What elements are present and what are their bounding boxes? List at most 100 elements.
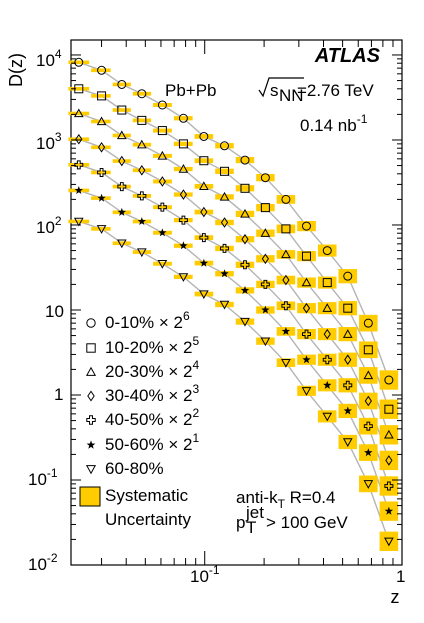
data-point — [240, 183, 250, 193]
data-point — [117, 182, 127, 192]
systematic-band — [132, 193, 152, 198]
systematic-band — [173, 166, 193, 172]
systematic-band — [256, 174, 275, 182]
systematic-band — [235, 318, 255, 325]
legend-item: 60-80% — [85, 459, 164, 478]
data-point — [220, 269, 229, 278]
jet-algorithm-label: anti-kT R=0.4 — [236, 488, 335, 511]
data-point — [199, 290, 209, 300]
systematic-band — [359, 475, 378, 493]
legend-label: 0-10% × 26 — [105, 309, 190, 332]
data-point — [137, 191, 147, 201]
systematic-band — [194, 291, 214, 297]
experiment-label: ATLAS — [314, 45, 381, 67]
systematic-band — [173, 116, 193, 121]
systematic-band — [194, 209, 214, 215]
systematic-band — [112, 82, 131, 87]
fit-curve — [78, 189, 390, 512]
systematic-band — [215, 219, 234, 226]
data-point — [74, 57, 84, 67]
systematic-band — [338, 352, 358, 367]
systematic-band — [338, 378, 358, 393]
data-point — [199, 181, 209, 191]
axis-ticks — [71, 40, 403, 566]
data-point — [199, 233, 209, 243]
systematic-band — [215, 301, 234, 308]
systematic-band — [173, 141, 193, 146]
systematic-band — [132, 118, 152, 123]
data-point — [158, 228, 167, 237]
data-point — [178, 164, 189, 173]
systematic-band — [132, 250, 152, 254]
systematic-band — [68, 111, 90, 116]
data-point — [322, 355, 332, 365]
systematic-band — [132, 168, 152, 173]
data-point — [281, 194, 291, 204]
data-point — [261, 305, 270, 314]
systematic-band — [379, 399, 399, 419]
fit-curve — [78, 88, 390, 410]
systematic-band — [215, 245, 234, 252]
svg-text:T: T — [246, 518, 256, 537]
data-point — [364, 395, 372, 407]
data-point — [301, 387, 312, 396]
data-point — [343, 271, 353, 281]
systematic-band — [256, 203, 275, 212]
data-point — [301, 221, 311, 231]
data-point — [137, 217, 146, 225]
data-point — [302, 355, 311, 364]
data-point — [97, 193, 106, 202]
data-point — [73, 108, 84, 118]
systematic-band — [112, 184, 131, 189]
legend-item: 30-40% × 23 — [87, 382, 199, 405]
systematic-band — [317, 328, 337, 341]
svg-text:p: p — [236, 513, 245, 532]
data-point — [220, 141, 230, 151]
legend-label: 30-40% × 23 — [105, 382, 199, 405]
systematic-band — [153, 128, 172, 133]
data-point — [281, 358, 291, 368]
data-point — [240, 208, 250, 218]
data-point — [384, 506, 394, 515]
data-point — [200, 206, 208, 218]
systematic-band — [173, 218, 193, 223]
data-point — [96, 225, 107, 234]
data-point — [97, 142, 106, 153]
legend-item: 40-50% × 22 — [86, 406, 199, 429]
data-point — [199, 156, 209, 166]
legend-marker — [85, 465, 97, 475]
legend-label: 60-80% — [105, 459, 164, 478]
x-tick-label-1: 1 — [396, 567, 405, 586]
data-markers — [73, 57, 394, 547]
luminosity-label: 0.14 nb-1 — [300, 112, 368, 135]
systematic-band — [359, 392, 378, 410]
data-point — [281, 224, 291, 234]
data-point — [364, 448, 373, 457]
systematic-swatch — [79, 486, 101, 507]
legend-item: 50-60% × 21 — [86, 431, 199, 454]
systematic-band — [359, 341, 378, 359]
data-point — [260, 337, 271, 347]
data-point — [385, 455, 393, 466]
svg-text:1: 1 — [396, 567, 405, 586]
systematic-band — [317, 302, 337, 315]
data-point — [261, 253, 269, 265]
collision-system-label: Pb+Pb s NN =2.76 TeV — [165, 77, 374, 105]
data-point — [342, 329, 353, 338]
data-point — [301, 277, 312, 287]
data-point — [301, 329, 311, 339]
data-point — [157, 150, 168, 160]
legend-marker — [87, 390, 95, 402]
data-point — [75, 133, 83, 145]
data-point — [138, 164, 146, 176]
svg-text:s: s — [270, 81, 279, 100]
systematic-band — [235, 185, 255, 192]
data-point — [322, 412, 333, 422]
data-point — [117, 105, 127, 115]
systematic-band — [256, 337, 275, 345]
systematic-band — [276, 275, 296, 285]
systematic-band — [91, 119, 111, 124]
data-point — [323, 380, 332, 389]
data-point — [220, 217, 229, 228]
data-point — [137, 115, 147, 125]
